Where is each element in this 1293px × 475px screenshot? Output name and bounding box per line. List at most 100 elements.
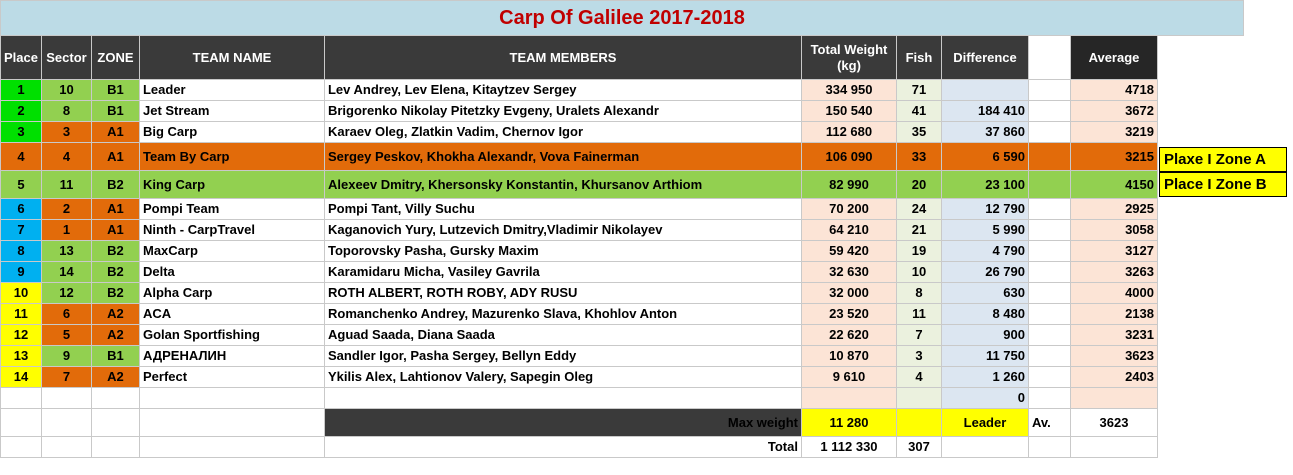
fish-cell[interactable]: 4 [895, 366, 942, 388]
difference-cell[interactable]: 1 260 [940, 366, 1029, 388]
fish-cell[interactable]: 19 [895, 240, 942, 262]
fish-cell[interactable]: 20 [895, 170, 942, 199]
team-members-cell[interactable]: Brigorenko Nikolay Pitetzky Evgeny, Ural… [323, 100, 802, 122]
empty-cell[interactable] [90, 436, 140, 458]
team-members-cell[interactable]: Karamidaru Micha, Vasiley Gavrila [323, 261, 802, 283]
weight-cell[interactable]: 32 000 [800, 282, 897, 304]
difference-cell[interactable]: 26 790 [940, 261, 1029, 283]
blank-cell[interactable] [1027, 324, 1071, 346]
sector-cell[interactable]: 13 [40, 240, 92, 262]
weight-cell[interactable]: 106 090 [800, 142, 897, 171]
total-fish[interactable]: 307 [895, 436, 942, 458]
zone-b-label[interactable]: Place I Zone B [1159, 172, 1287, 197]
team-name-cell[interactable]: Team By Carp [138, 142, 325, 171]
zone-cell[interactable]: B2 [90, 170, 140, 199]
blank-cell[interactable] [1027, 240, 1071, 262]
average-cell[interactable]: 2925 [1069, 198, 1158, 220]
place-cell[interactable]: 6 [0, 198, 42, 220]
sheet-title[interactable]: Carp Of Galilee 2017-2018 [0, 0, 1244, 36]
header-team-name[interactable]: TEAM NAME [138, 35, 325, 80]
fish-cell[interactable]: 7 [895, 324, 942, 346]
sector-cell[interactable]: 1 [40, 219, 92, 241]
place-cell[interactable]: 10 [0, 282, 42, 304]
team-name-cell[interactable]: Jet Stream [138, 100, 325, 122]
zone-cell[interactable]: A2 [90, 366, 140, 388]
blank-cell[interactable] [1027, 79, 1071, 101]
fish-cell[interactable]: 21 [895, 219, 942, 241]
team-members-cell[interactable]: Lev Andrey, Lev Elena, Kitaytzev Sergey [323, 79, 802, 101]
zone-cell[interactable]: A2 [90, 303, 140, 325]
team-members-cell[interactable]: Alexeev Dmitry, Khersonsky Konstantin, K… [323, 170, 802, 199]
average-cell[interactable]: 3127 [1069, 240, 1158, 262]
zone-cell[interactable]: B1 [90, 345, 140, 367]
fish-cell[interactable]: 8 [895, 282, 942, 304]
empty-cell[interactable] [0, 436, 42, 458]
sector-cell[interactable]: 2 [40, 198, 92, 220]
difference-cell[interactable]: 11 750 [940, 345, 1029, 367]
sector-cell[interactable]: 10 [40, 79, 92, 101]
team-name-cell[interactable]: Pompi Team [138, 198, 325, 220]
average-cell[interactable]: 4000 [1069, 282, 1158, 304]
place-cell[interactable]: 8 [0, 240, 42, 262]
zone-a-label[interactable]: Plaxe I Zone A [1159, 147, 1287, 172]
difference-cell[interactable]: 5 990 [940, 219, 1029, 241]
difference-cell[interactable]: 37 860 [940, 121, 1029, 143]
fish-cell[interactable]: 10 [895, 261, 942, 283]
total-label[interactable]: Total [323, 436, 802, 458]
place-cell[interactable]: 2 [0, 100, 42, 122]
difference-cell[interactable]: 8 480 [940, 303, 1029, 325]
place-cell[interactable]: 5 [0, 170, 42, 199]
zone-cell[interactable]: A1 [90, 142, 140, 171]
zone-cell[interactable]: A1 [90, 198, 140, 220]
blank-cell[interactable] [1027, 345, 1071, 367]
place-cell[interactable]: 13 [0, 345, 42, 367]
team-members-cell[interactable]: Sandler Igor, Pasha Sergey, Bellyn Eddy [323, 345, 802, 367]
weight-cell[interactable]: 32 630 [800, 261, 897, 283]
zone-cell[interactable]: A1 [90, 219, 140, 241]
leader-label-left[interactable] [895, 408, 942, 437]
blank-cell[interactable] [1027, 121, 1071, 143]
blank-cell[interactable] [1027, 366, 1071, 388]
average-cell[interactable]: 3215 [1069, 142, 1158, 171]
header-sector[interactable]: Sector [40, 35, 92, 80]
zone-cell[interactable]: A2 [90, 324, 140, 346]
header-blank-2[interactable] [1156, 35, 1244, 80]
team-name-cell[interactable]: Golan Sportfishing [138, 324, 325, 346]
empty-cell[interactable] [1027, 387, 1071, 409]
difference-cell[interactable] [940, 79, 1029, 101]
team-name-cell[interactable]: Big Carp [138, 121, 325, 143]
team-members-cell[interactable]: Aguad Saada, Diana Saada [323, 324, 802, 346]
team-name-cell[interactable]: АДРЕНАЛИН [138, 345, 325, 367]
zone-cell[interactable]: B2 [90, 261, 140, 283]
team-members-cell[interactable]: ROTH ALBERT, ROTH ROBY, ADY RUSU [323, 282, 802, 304]
header-total-weight[interactable]: Total Weight (kg) [800, 35, 897, 80]
team-name-cell[interactable]: Ninth - CarpTravel [138, 219, 325, 241]
average-cell[interactable]: 3058 [1069, 219, 1158, 241]
empty-cell[interactable] [40, 408, 92, 437]
fish-cell[interactable]: 11 [895, 303, 942, 325]
average-cell[interactable]: 3231 [1069, 324, 1158, 346]
weight-cell[interactable]: 9 610 [800, 366, 897, 388]
zone-cell[interactable]: B1 [90, 79, 140, 101]
weight-cell[interactable]: 10 870 [800, 345, 897, 367]
blank-cell[interactable] [1027, 303, 1071, 325]
team-members-cell[interactable]: Toporovsky Pasha, Gursky Maxim [323, 240, 802, 262]
fish-cell[interactable]: 35 [895, 121, 942, 143]
team-name-cell[interactable]: Alpha Carp [138, 282, 325, 304]
empty-cell[interactable] [90, 387, 140, 409]
header-average[interactable]: Average [1069, 35, 1158, 80]
team-name-cell[interactable]: ACA [138, 303, 325, 325]
fish-cell[interactable]: 71 [895, 79, 942, 101]
weight-cell[interactable]: 150 540 [800, 100, 897, 122]
team-members-cell[interactable]: Kaganovich Yury, Lutzevich Dmitry,Vladim… [323, 219, 802, 241]
place-cell[interactable]: 12 [0, 324, 42, 346]
zone-cell[interactable]: B2 [90, 240, 140, 262]
empty-cell[interactable] [1069, 436, 1158, 458]
fish-cell[interactable]: 41 [895, 100, 942, 122]
empty-cell[interactable] [940, 436, 1029, 458]
header-blank[interactable] [1027, 35, 1071, 80]
sector-cell[interactable]: 12 [40, 282, 92, 304]
empty-cell[interactable] [1069, 387, 1158, 409]
team-name-cell[interactable]: MaxCarp [138, 240, 325, 262]
team-members-cell[interactable]: Ykilis Alex, Lahtionov Valery, Sapegin O… [323, 366, 802, 388]
